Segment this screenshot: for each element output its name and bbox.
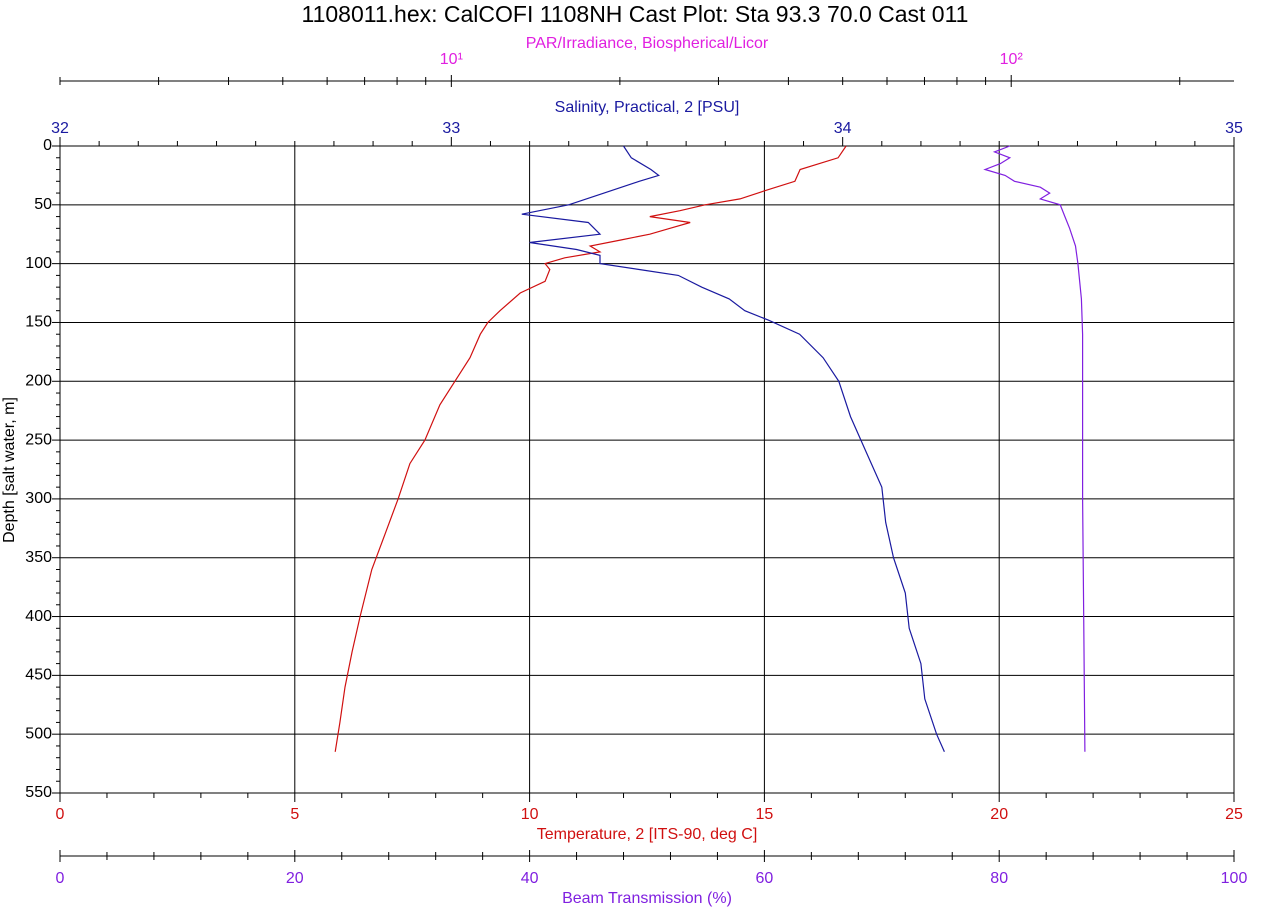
x-axis-label: PAR/Irradiance, Biospherical/Licor xyxy=(526,35,769,52)
x-tick-label: 0 xyxy=(56,870,65,887)
x-tick-label: 20 xyxy=(990,806,1008,823)
x-tick-label: 35 xyxy=(1225,120,1243,137)
profile-line xyxy=(334,145,847,752)
x-tick-label: 100 xyxy=(1221,870,1248,887)
y-tick-label: 300 xyxy=(25,490,52,507)
x-tick-label: 5 xyxy=(290,806,299,823)
chart-title: 1108011.hex: CalCOFI 1108NH Cast Plot: S… xyxy=(302,1,969,27)
y-tick-label: 200 xyxy=(25,372,52,389)
y-tick-label: 550 xyxy=(25,784,52,801)
y-tick-label: 100 xyxy=(25,255,52,272)
x-tick-label: 80 xyxy=(990,870,1008,887)
x-tick-label: 40 xyxy=(521,870,539,887)
x-tick-label: 32 xyxy=(51,120,69,137)
y-tick-label: 0 xyxy=(43,137,52,154)
profile-line xyxy=(521,145,945,753)
x-tick-label: 25 xyxy=(1225,806,1243,823)
y-tick-label: 150 xyxy=(25,314,52,331)
y-tick-label: 250 xyxy=(25,431,52,448)
profile-line xyxy=(983,145,1086,752)
x-tick-label: 0 xyxy=(56,806,65,823)
x-tick-label: 60 xyxy=(756,870,774,887)
x-tick-label: 10¹ xyxy=(440,51,463,68)
x-tick-label: 15 xyxy=(756,806,774,823)
y-tick-label: 450 xyxy=(25,667,52,684)
y-tick-label: 350 xyxy=(25,549,52,566)
x-tick-label: 33 xyxy=(442,120,460,137)
x-tick-label: 34 xyxy=(834,120,852,137)
x-tick-label: 10 xyxy=(521,806,539,823)
x-axis-label: Beam Transmission (%) xyxy=(562,890,732,907)
x-axis-label: Temperature, 2 [ITS-90, deg C] xyxy=(537,826,758,843)
x-tick-label: 10² xyxy=(1000,51,1024,68)
y-tick-label: 500 xyxy=(25,725,52,742)
x-axis-label: Salinity, Practical, 2 [PSU] xyxy=(555,99,740,116)
plot-frame xyxy=(59,145,1235,794)
y-tick-label: 400 xyxy=(25,608,52,625)
y-axis-label: Depth [salt water, m] xyxy=(1,397,18,543)
y-tick-label: 50 xyxy=(34,196,52,213)
x-tick-label: 20 xyxy=(286,870,304,887)
